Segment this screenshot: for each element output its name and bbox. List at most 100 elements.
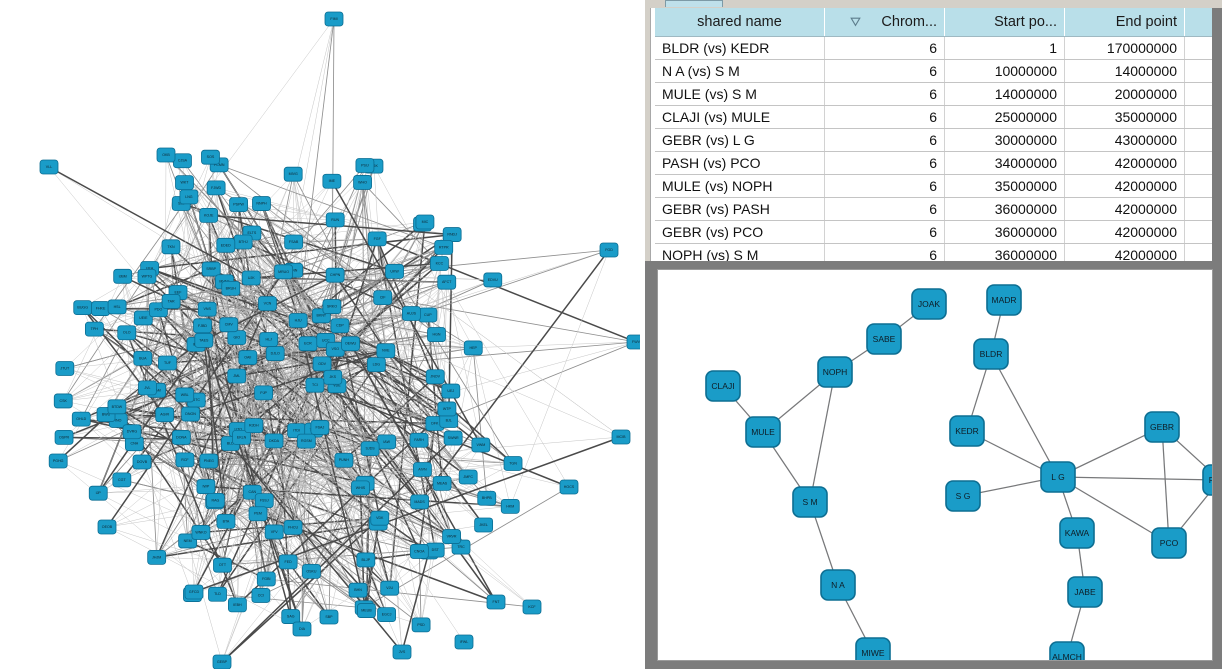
main-network-node[interactable]: SBP (319, 609, 339, 625)
main-network-node[interactable]: AUJS (402, 306, 421, 321)
main-network-node[interactable]: FSAJ (310, 420, 330, 435)
main-network-node[interactable]: TCI (305, 377, 325, 393)
main-network-node[interactable]: HLJ (259, 332, 279, 347)
main-network-node[interactable]: RGSM (296, 433, 316, 449)
main-network-node[interactable]: SRBP (201, 261, 221, 277)
column-header-genetic[interactable]: Genetic... (1184, 8, 1217, 37)
main-network-node[interactable]: OHLD (71, 411, 91, 427)
main-network-node[interactable]: TKN (161, 239, 181, 255)
main-network-node[interactable]: DONA (171, 430, 191, 445)
main-network-node[interactable]: FJWD (206, 180, 226, 196)
main-network-node[interactable]: IEBH (228, 597, 247, 613)
main-network-node[interactable]: ODV (312, 356, 332, 372)
main-network-node[interactable]: HSL (107, 299, 127, 315)
main-network-node[interactable]: MEAS (432, 475, 452, 491)
main-network-node[interactable]: VLL (39, 159, 59, 175)
main-network-node[interactable]: OEWU (341, 336, 360, 352)
main-network-node[interactable]: MIVG (283, 166, 303, 182)
main-network-node[interactable]: RCF (175, 452, 195, 468)
main-network-node[interactable]: SWNR (443, 430, 463, 446)
main-network-node[interactable]: TAES (194, 333, 214, 348)
main-network-node[interactable]: PSD (411, 617, 431, 633)
main-network-node[interactable]: PUNH (334, 452, 354, 468)
main-network-node[interactable]: TAR (161, 294, 181, 309)
main-network-node[interactable]: SAG (281, 609, 301, 624)
table-row[interactable]: PASH (vs) PCO6340000004200000011.4 (655, 151, 1217, 175)
main-network-node[interactable]: IME (322, 173, 342, 189)
main-network-nodes[interactable]: TUFSJBELTSUGKPGHGOAMCANCSKTRCPCMNOSPRCNH… (39, 11, 640, 669)
subnetwork-node-noph[interactable]: NOPH (817, 356, 853, 388)
main-network-node[interactable]: JKS (323, 369, 343, 385)
table-row[interactable]: BLDR (vs) KEDR61170000000192.0 (655, 36, 1217, 60)
main-network-node[interactable]: RTPR (434, 239, 454, 255)
main-network-node[interactable]: OLO (117, 325, 137, 341)
subnetwork-node-pco[interactable]: PCO (1151, 527, 1187, 559)
table-body[interactable]: BLDR (vs) KEDR61170000000192.0N A (vs) S… (655, 36, 1217, 261)
main-network-node[interactable]: WKT (175, 175, 194, 191)
main-network-node[interactable]: OSKU (302, 563, 321, 579)
main-network-node[interactable]: TPH (84, 321, 104, 337)
main-network-node[interactable]: RNDJ (442, 227, 462, 242)
column-header-chromosome[interactable]: Chrom... (824, 8, 945, 37)
main-network-node[interactable]: ECR (298, 336, 318, 352)
main-network-node[interactable]: JML (227, 368, 247, 384)
main-network-node[interactable]: CHPN (325, 267, 345, 283)
main-network-node[interactable]: BTDW (107, 399, 127, 415)
main-network-node[interactable]: EKLN (232, 429, 251, 445)
main-network-node[interactable]: OTT (213, 557, 232, 573)
main-network-canvas[interactable]: TUFSJBELTSUGKPGHGOAMCANCSKTRCPCMNOSPRCNH… (0, 0, 640, 669)
main-network-node[interactable]: DST (425, 542, 445, 558)
subnetwork-node-bldr[interactable]: BLDR (973, 338, 1009, 370)
main-network-node[interactable]: IJBM (113, 268, 133, 284)
subnetwork-node-sabe[interactable]: SABE (866, 323, 902, 355)
main-network-node[interactable]: FGF (367, 231, 387, 247)
subnetwork-node-mule[interactable]: MULE (745, 416, 781, 448)
subnetwork-node-kedr[interactable]: KEDR (949, 415, 985, 447)
main-network-node[interactable]: FNT (486, 594, 506, 610)
subnetwork-node-kawa[interactable]: KAWA (1059, 517, 1095, 549)
main-network-node[interactable]: BHPB (477, 490, 497, 506)
main-network-node[interactable]: WHIS (351, 480, 370, 496)
main-network-node[interactable]: PNEG (199, 453, 219, 469)
main-network-node[interactable]: MCIB (611, 429, 631, 445)
subnetwork-node-lg[interactable]: L G (1040, 461, 1076, 493)
subnetwork-node-jabe[interactable]: JABE (1067, 576, 1103, 608)
main-network-node[interactable]: CIF (373, 290, 393, 305)
main-network-node[interactable]: WPTG (137, 268, 157, 284)
subnetwork-node-joak[interactable]: JOAK (911, 288, 947, 320)
main-network-node[interactable]: BUGG (73, 300, 93, 316)
main-network-node[interactable]: TGN (503, 456, 523, 471)
subnetwork-panel[interactable]: CLAJI MULE NOPH SABE JOAK S M N A MIWE MADR BLDR K… (645, 266, 1222, 669)
main-network-node[interactable]: FARH (409, 432, 429, 448)
column-header-start-point[interactable]: Start po... (944, 8, 1065, 37)
main-network-node[interactable]: AIVN (412, 462, 432, 477)
main-network-node[interactable]: CCI (251, 588, 271, 603)
main-network-node[interactable]: JNOV (425, 369, 445, 385)
main-network-node[interactable]: FIMI (324, 11, 344, 27)
main-network-node[interactable]: JMFC (458, 469, 478, 485)
column-header-shared-name[interactable]: shared name (655, 8, 825, 37)
main-network-node[interactable]: BLJP (356, 552, 376, 568)
main-network-node[interactable]: IWP (196, 479, 216, 494)
table-row[interactable]: MULE (vs) NOPH6350000004200000010.5 (655, 174, 1217, 198)
main-network-node[interactable]: SRKO (322, 299, 342, 314)
column-header-end-point[interactable]: End point (1064, 8, 1185, 37)
main-network-node[interactable]: TUF (158, 355, 177, 371)
subnetwork-node-claji[interactable]: CLAJI (705, 370, 741, 402)
main-network-node[interactable]: DJLO (265, 346, 285, 361)
table-tab[interactable] (665, 0, 723, 7)
main-network-node[interactable]: HGN (427, 327, 446, 342)
table-row[interactable]: GEBR (vs) L G6300000004300000016.9 (655, 128, 1217, 152)
main-network-node[interactable]: FSAB (284, 234, 304, 250)
main-network-node[interactable]: PGHG (48, 453, 68, 469)
main-network-node[interactable]: FSSJ (254, 493, 274, 508)
main-network-node[interactable]: BHN (348, 582, 368, 598)
main-network-node[interactable]: DVRG (122, 424, 142, 440)
main-network-node[interactable]: BRUH (221, 280, 241, 296)
subnetwork-node-madr[interactable]: MADR (986, 284, 1022, 316)
main-network-node[interactable]: CGT (112, 472, 132, 488)
main-network-node[interactable]: CNOA (409, 544, 429, 559)
main-network-node[interactable]: KOJE (199, 207, 219, 223)
main-network-node[interactable]: WBL (175, 387, 195, 403)
subnetwork-node-almch[interactable]: ALMCH (1049, 641, 1085, 660)
